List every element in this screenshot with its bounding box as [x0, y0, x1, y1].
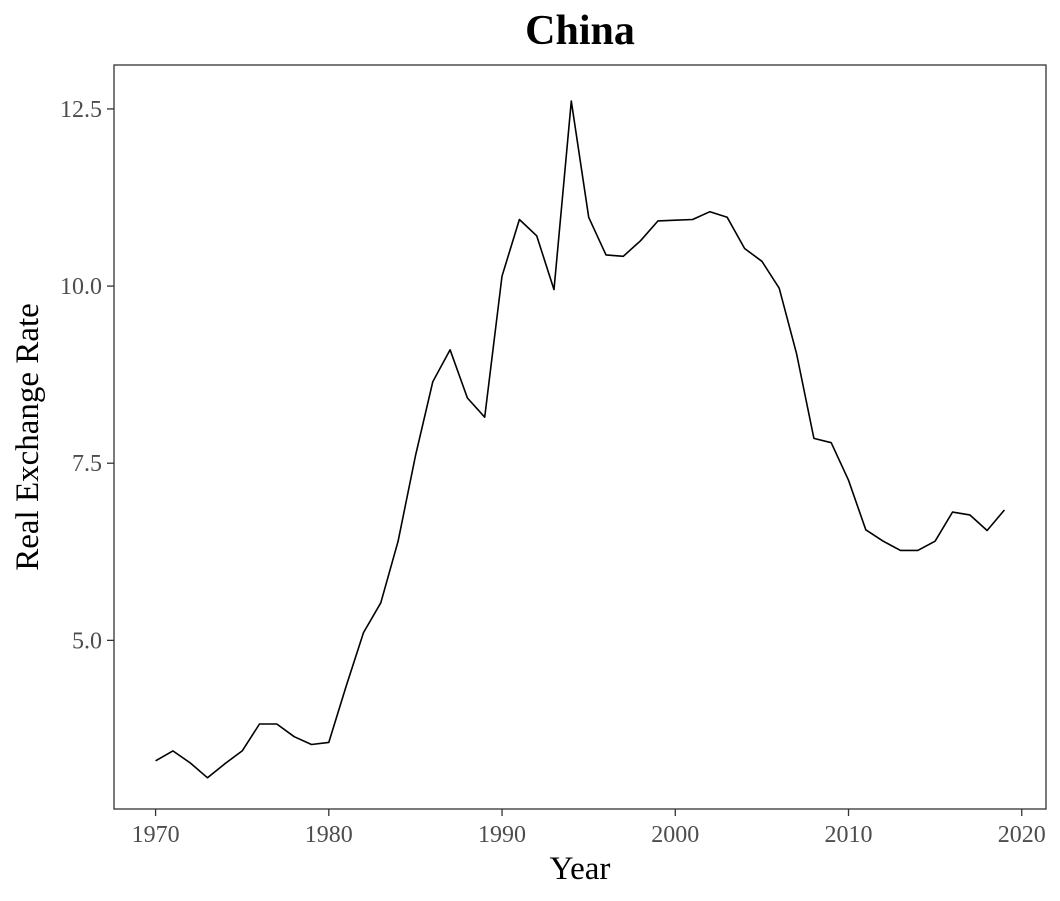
y-tick-label: 7.5 [72, 451, 102, 477]
series-layer [155, 100, 1006, 779]
x-tick-label: 2000 [651, 822, 699, 848]
x-tick-label: 2010 [825, 822, 873, 848]
x-tick-label: 1970 [132, 822, 180, 848]
y-axis-title: Real Exchange Rate [10, 303, 46, 571]
y-tick-label: 5.0 [72, 628, 102, 654]
x-tick-label: 1990 [478, 822, 526, 848]
y-tick-label: 12.5 [60, 97, 102, 123]
chart-title: China [525, 8, 635, 54]
y-axis: 5.0 7.5 10.0 12.5 [60, 97, 114, 654]
x-axis: 1970 1980 1990 2000 2010 2020 [132, 809, 1046, 848]
y-tick-label: 10.0 [60, 274, 102, 300]
x-tick-label: 2020 [998, 822, 1046, 848]
series-line [155, 100, 1006, 779]
x-tick-label: 1980 [305, 822, 353, 848]
x-axis-title: Year [550, 851, 611, 887]
plot-panel [113, 64, 1047, 810]
